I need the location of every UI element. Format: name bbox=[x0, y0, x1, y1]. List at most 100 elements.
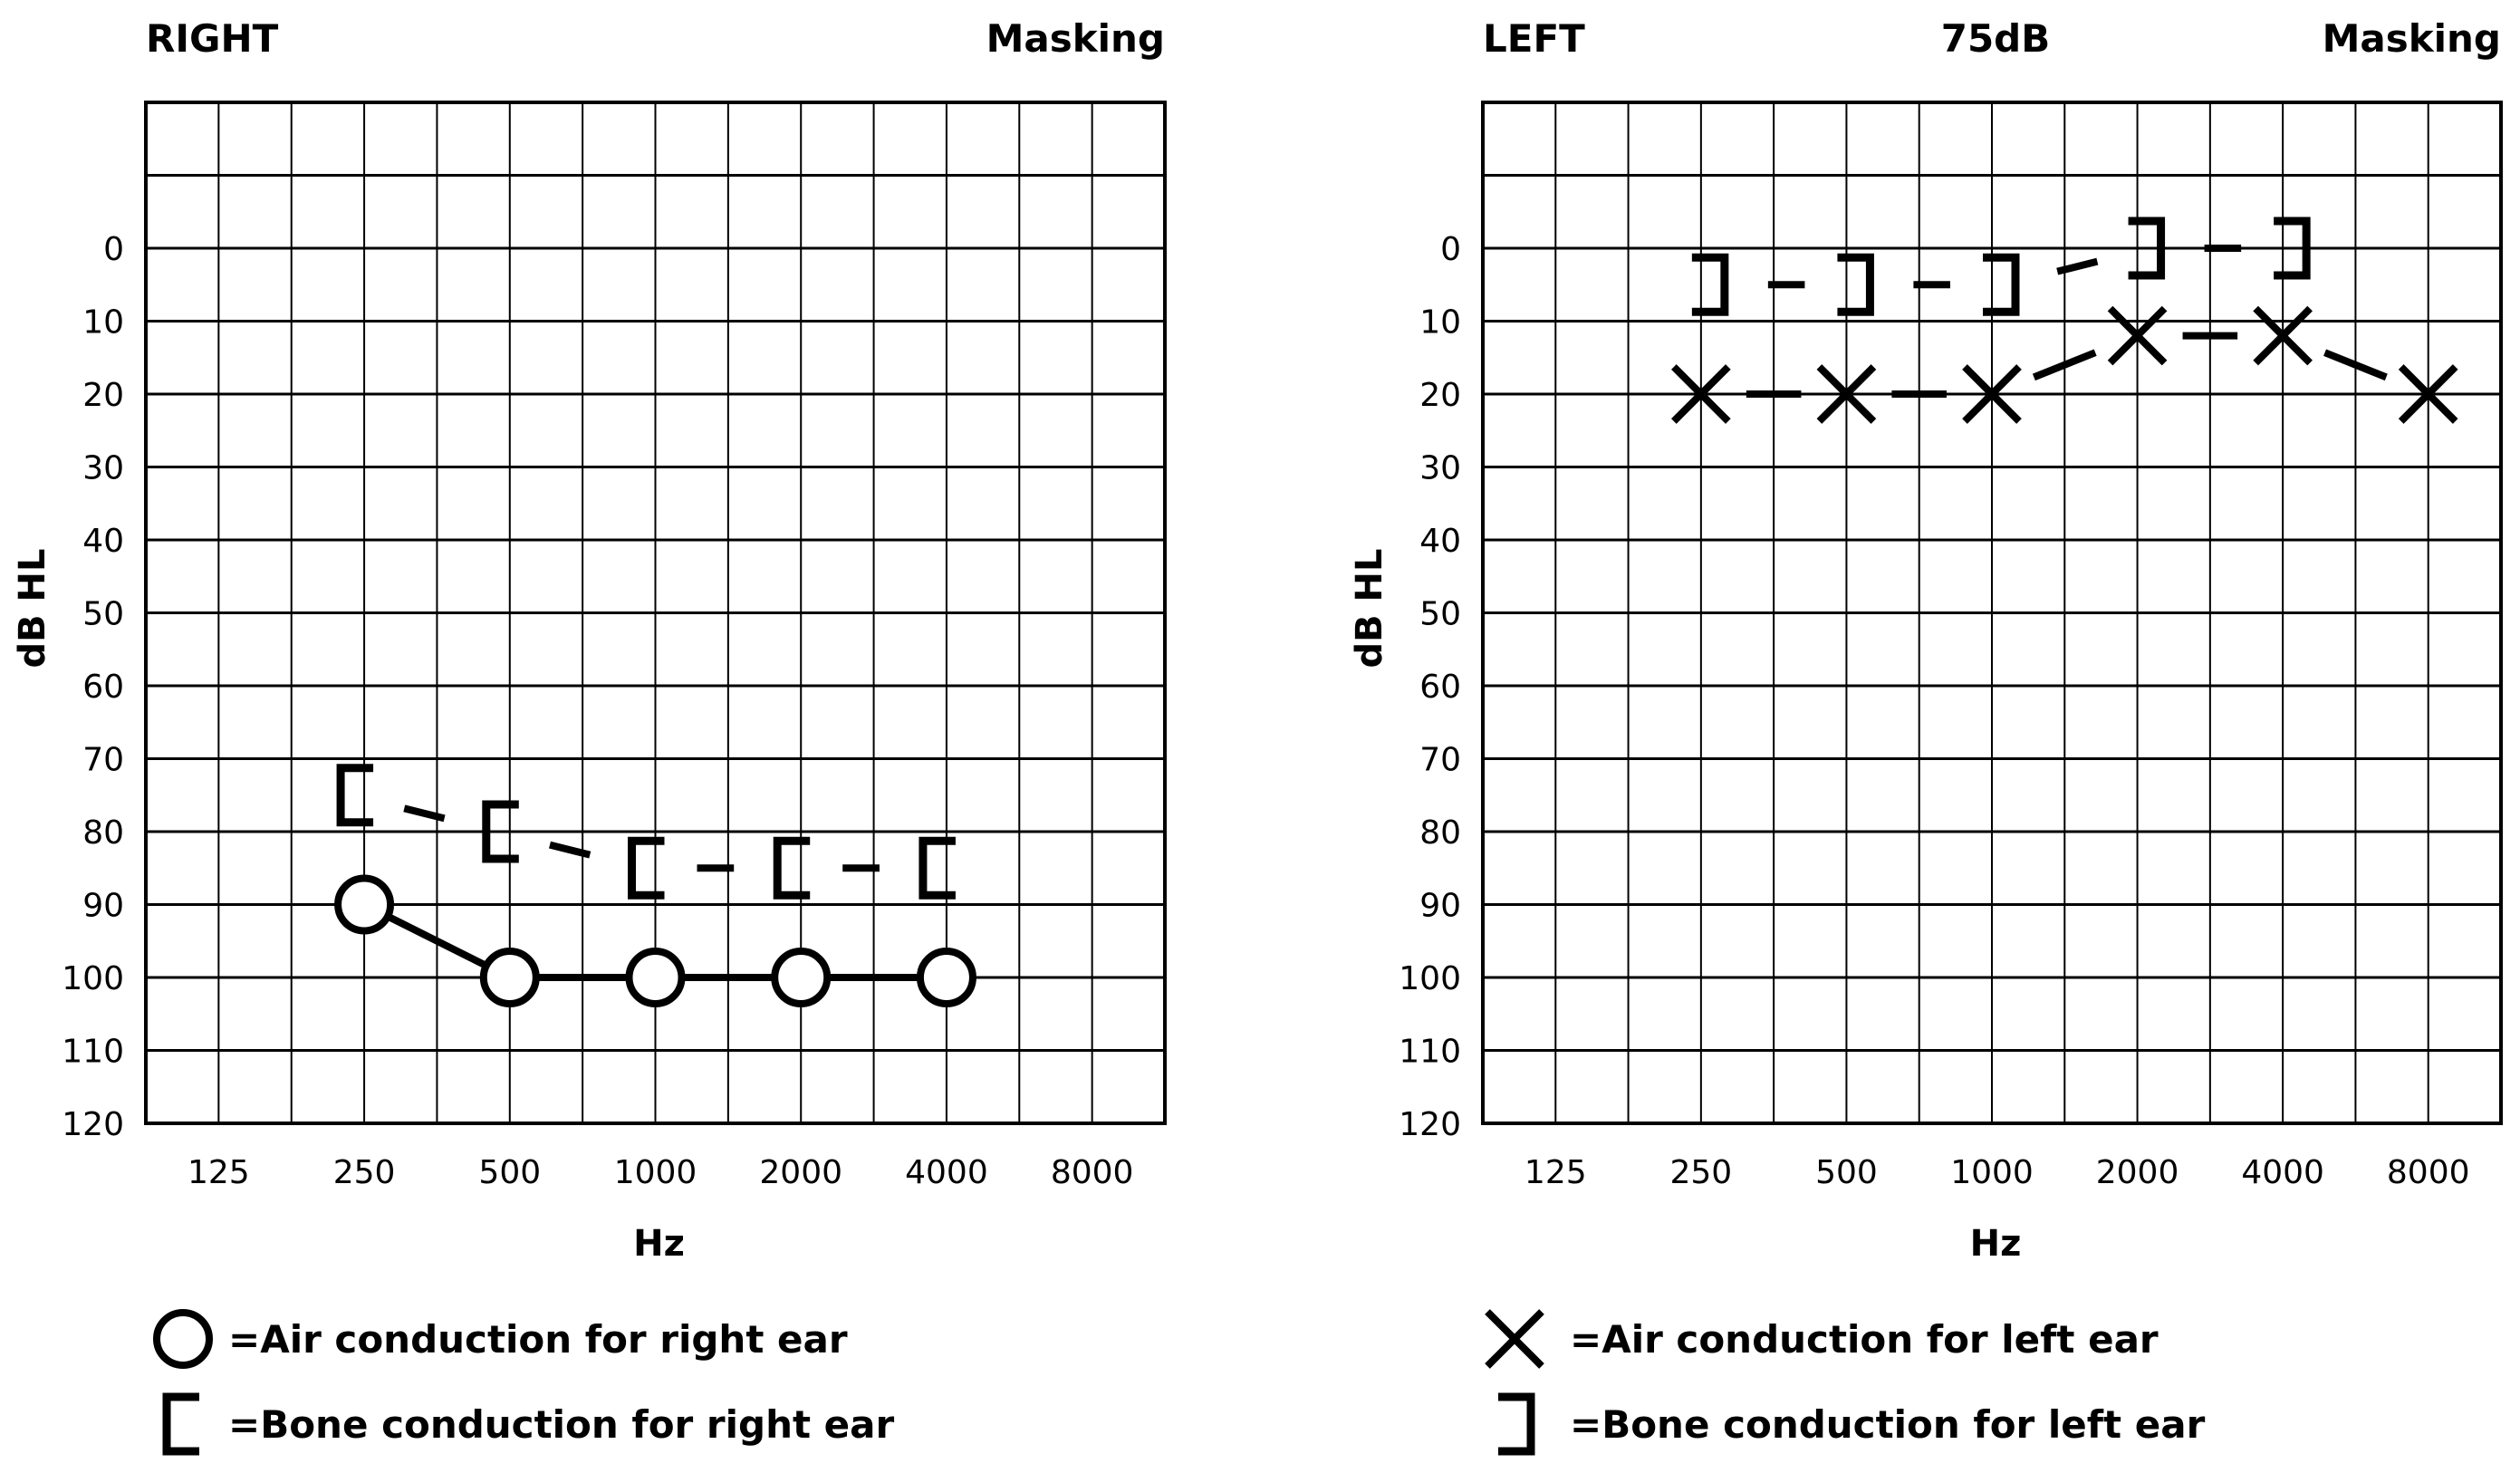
legend-item: =Bone conduction for right ear bbox=[162, 1392, 894, 1456]
series-connector bbox=[2032, 349, 2097, 381]
legend-item: =Air conduction for left ear bbox=[1485, 1309, 2159, 1369]
data-point-bracket-left-ear bbox=[1691, 253, 1729, 316]
data-point-x-mark bbox=[1671, 364, 1731, 424]
header-masking-label: Masking bbox=[2323, 16, 2501, 61]
plot-frame bbox=[144, 101, 1167, 1125]
y-tick-label: 0 bbox=[1440, 231, 1461, 268]
plot-frame bbox=[1481, 101, 2503, 1125]
y-tick-label: 80 bbox=[82, 814, 124, 852]
legend-bracket-left-icon bbox=[1498, 1392, 1535, 1456]
x-tick-label: 2000 bbox=[759, 1154, 842, 1191]
x-axis-title: Hz bbox=[1970, 1223, 2022, 1265]
y-axis-title: dB HL bbox=[12, 548, 53, 668]
y-tick-label: 80 bbox=[1419, 814, 1461, 852]
y-tick-label: 100 bbox=[1399, 960, 1461, 997]
x-tick-label: 250 bbox=[333, 1154, 396, 1191]
y-tick-label: 0 bbox=[103, 231, 124, 268]
right-ear-chart: RIGHT Masking 0 10 20 30 40 50 60 70 80 90 100 110 120… bbox=[12, 16, 1167, 1265]
data-point-bracket-left-ear bbox=[1983, 253, 2020, 316]
x-tick-label: 8000 bbox=[2387, 1154, 2470, 1191]
x-tick-label: 125 bbox=[188, 1154, 250, 1191]
y-tick-label: 30 bbox=[82, 450, 124, 487]
y-tick-label: 70 bbox=[82, 742, 124, 779]
data-point-x-mark bbox=[1816, 364, 1877, 424]
series-bracket-right-ear bbox=[336, 764, 956, 900]
data-point-x-mark bbox=[2107, 305, 2168, 366]
series-connector bbox=[2056, 257, 2099, 275]
legend-label: =Bone conduction for left ear bbox=[1570, 1402, 2206, 1447]
data-point-bracket-right-ear bbox=[919, 836, 956, 900]
legend-circle-icon bbox=[153, 1309, 213, 1369]
data-point-bracket-left-ear bbox=[1837, 253, 1874, 316]
left-ear-chart: LEFT 75dB Masking 0 10 20 30 40 50 60 70 80 90 100 110… bbox=[1349, 16, 2503, 1265]
legend-label: =Air conduction for right ear bbox=[228, 1317, 848, 1362]
series-x-mark bbox=[1671, 305, 2458, 424]
data-point-circle bbox=[625, 948, 686, 1007]
x-tick-label: 4000 bbox=[905, 1154, 988, 1191]
legend-item: =Air conduction for right ear bbox=[153, 1309, 848, 1369]
y-tick-label: 70 bbox=[1419, 742, 1461, 779]
series-connector bbox=[387, 913, 487, 969]
legend-label: =Air conduction for left ear bbox=[1570, 1317, 2159, 1362]
y-tick-label: 60 bbox=[1419, 669, 1461, 706]
y-tick-label: 10 bbox=[82, 304, 124, 342]
y-axis-title: dB HL bbox=[1349, 548, 1390, 668]
data-point-bracket-right-ear bbox=[628, 836, 665, 900]
y-tick-label: 10 bbox=[1419, 304, 1461, 342]
data-point-bracket-left-ear bbox=[2274, 217, 2311, 280]
header-masking-level: 75dB bbox=[1941, 16, 2051, 61]
header-ear-label: LEFT bbox=[1483, 16, 1585, 61]
header-masking-label: Masking bbox=[986, 16, 1165, 61]
data-point-x-mark bbox=[1962, 364, 2022, 424]
legend: =Air conduction for right ear =Bone condu… bbox=[153, 1309, 2206, 1456]
y-tick-label: 100 bbox=[62, 960, 124, 997]
y-tick-label: 110 bbox=[1399, 1034, 1461, 1071]
data-point-bracket-right-ear bbox=[336, 764, 374, 827]
y-tick-label: 60 bbox=[82, 669, 124, 706]
data-point-x-mark bbox=[2253, 305, 2313, 366]
header-ear-label: RIGHT bbox=[146, 16, 279, 61]
x-tick-label: 125 bbox=[1525, 1154, 1587, 1191]
x-tick-label: 2000 bbox=[2096, 1154, 2179, 1191]
data-point-bracket-left-ear bbox=[2128, 217, 2166, 280]
y-tick-label: 50 bbox=[1419, 596, 1461, 633]
data-point-circle bbox=[916, 948, 976, 1007]
x-axis-title: Hz bbox=[633, 1223, 685, 1265]
y-tick-label: 120 bbox=[1399, 1106, 1461, 1143]
data-point-circle bbox=[771, 948, 832, 1007]
y-tick-label: 20 bbox=[1419, 377, 1461, 414]
y-tick-label: 20 bbox=[82, 377, 124, 414]
data-point-circle bbox=[334, 874, 395, 935]
x-tick-label: 1000 bbox=[614, 1154, 697, 1191]
legend-item: =Bone conduction for left ear bbox=[1498, 1392, 2206, 1456]
data-point-circle bbox=[479, 948, 540, 1007]
y-tick-label: 110 bbox=[62, 1034, 124, 1071]
x-tick-label: 8000 bbox=[1051, 1154, 1134, 1191]
series-connector bbox=[2323, 349, 2388, 381]
x-tick-label: 500 bbox=[1815, 1154, 1878, 1191]
x-tick-label: 4000 bbox=[2241, 1154, 2324, 1191]
y-tick-label: 50 bbox=[82, 596, 124, 633]
legend-label: =Bone conduction for right ear bbox=[228, 1402, 894, 1447]
x-tick-label: 500 bbox=[478, 1154, 541, 1191]
y-tick-label: 30 bbox=[1419, 450, 1461, 487]
y-tick-label: 90 bbox=[1419, 888, 1461, 925]
x-tick-label: 1000 bbox=[1950, 1154, 2034, 1191]
data-point-x-mark bbox=[2398, 364, 2458, 424]
y-tick-label: 120 bbox=[62, 1106, 124, 1143]
legend-bracket-right-icon bbox=[162, 1392, 199, 1456]
data-point-bracket-right-ear bbox=[773, 836, 811, 900]
x-tick-label: 250 bbox=[1669, 1154, 1732, 1191]
y-tick-label: 40 bbox=[82, 523, 124, 560]
y-tick-label: 40 bbox=[1419, 523, 1461, 560]
y-tick-label: 90 bbox=[82, 888, 124, 925]
series-connector bbox=[403, 804, 446, 823]
data-point-bracket-right-ear bbox=[482, 800, 519, 863]
series-circle bbox=[334, 874, 976, 1007]
legend-x-icon bbox=[1485, 1309, 1544, 1369]
grid bbox=[1483, 102, 2501, 1123]
series-bracket-left-ear bbox=[1691, 217, 2311, 316]
series-connector bbox=[549, 841, 592, 859]
